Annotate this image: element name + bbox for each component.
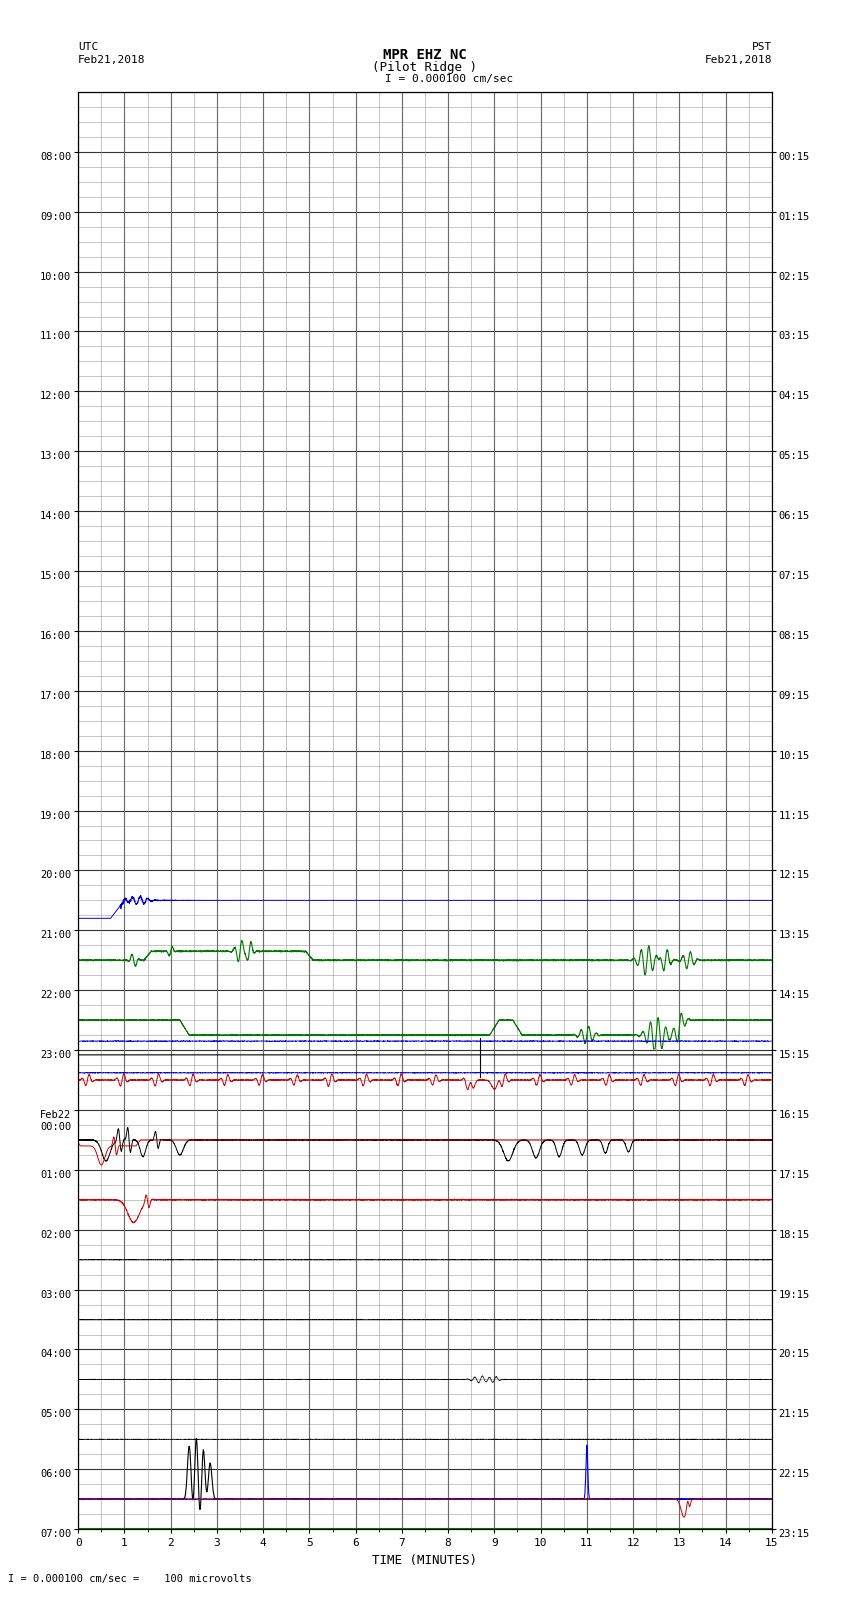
Text: MPR EHZ NC: MPR EHZ NC bbox=[383, 48, 467, 63]
Text: Feb21,2018: Feb21,2018 bbox=[705, 55, 772, 65]
Text: PST: PST bbox=[751, 42, 772, 52]
X-axis label: TIME (MINUTES): TIME (MINUTES) bbox=[372, 1553, 478, 1566]
Text: (Pilot Ridge ): (Pilot Ridge ) bbox=[372, 61, 478, 74]
Text: I = 0.000100 cm/sec: I = 0.000100 cm/sec bbox=[385, 74, 513, 84]
Text: Feb21,2018: Feb21,2018 bbox=[78, 55, 145, 65]
Text: UTC: UTC bbox=[78, 42, 99, 52]
Text: I = 0.000100 cm/sec =    100 microvolts: I = 0.000100 cm/sec = 100 microvolts bbox=[8, 1574, 252, 1584]
